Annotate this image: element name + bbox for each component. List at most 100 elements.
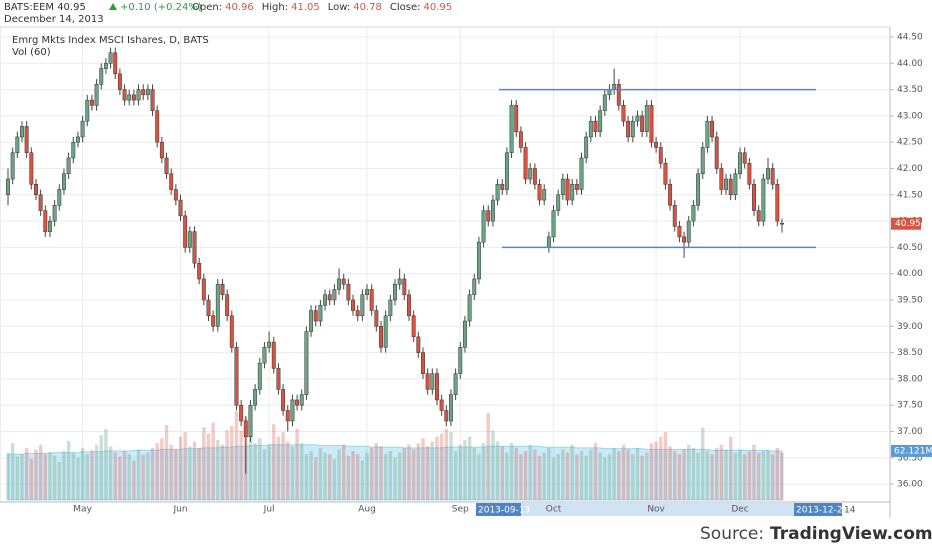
candle-body xyxy=(71,141,76,159)
volume-bar xyxy=(300,443,304,500)
change: +0.10 (+0.24%) xyxy=(120,2,202,13)
price-label: 40.95 xyxy=(895,219,921,229)
candle-body xyxy=(313,310,318,322)
volume-bar xyxy=(76,457,80,500)
volume-bar xyxy=(318,447,323,500)
volume-bar xyxy=(505,452,509,500)
candle-body xyxy=(62,173,66,190)
candle-body xyxy=(458,347,463,374)
candle-body xyxy=(192,231,197,264)
candle-body xyxy=(724,178,728,190)
volume-bar xyxy=(90,450,94,500)
x-tick-label: May xyxy=(73,505,92,515)
volume-bar xyxy=(48,451,52,500)
candle-body xyxy=(411,315,416,338)
candle-body xyxy=(127,94,132,101)
candle-body xyxy=(654,141,659,148)
volume-bar xyxy=(635,447,640,500)
volume-ma-area xyxy=(7,444,783,501)
y-tick-label: 39.00 xyxy=(897,322,923,332)
candle-body xyxy=(108,52,113,64)
volume-bar xyxy=(80,447,85,500)
y-tick-label: 42.00 xyxy=(897,164,923,174)
volume-bar xyxy=(169,444,173,500)
volume-bar xyxy=(206,433,211,500)
volume-bar xyxy=(188,446,192,500)
date: December 14, 2013 xyxy=(4,14,104,25)
volume-bar xyxy=(542,452,546,500)
candle-body xyxy=(388,299,393,317)
y-tick-label: 36.00 xyxy=(897,480,923,490)
volume-bar xyxy=(770,454,775,500)
candle-body xyxy=(206,299,211,317)
candle-body xyxy=(253,389,258,406)
candle-body xyxy=(756,210,761,222)
volume-bar xyxy=(342,444,346,500)
volume-bar xyxy=(290,446,295,500)
candle-body xyxy=(248,404,253,438)
candle-body xyxy=(761,178,766,222)
volume-bar xyxy=(66,440,71,500)
field-value: 41.05 xyxy=(291,2,320,13)
candle-body xyxy=(416,336,421,353)
candle-body xyxy=(532,168,537,185)
volume-bar xyxy=(164,424,169,500)
candle-body xyxy=(714,136,719,169)
volume-bar xyxy=(663,432,668,500)
y-tick-label: 43.50 xyxy=(897,85,923,95)
volume-bar xyxy=(565,452,570,500)
candle-body xyxy=(449,394,453,422)
volume-bar xyxy=(351,451,355,500)
volume-bar xyxy=(62,451,66,500)
y-tick-label: 43.00 xyxy=(897,111,923,121)
volume-title: Vol (60) xyxy=(12,47,51,58)
field-value: 40.95 xyxy=(424,2,453,13)
volume-bar xyxy=(141,454,145,500)
volume-bar xyxy=(659,436,663,500)
field-label: High: xyxy=(262,2,288,13)
candle-body xyxy=(565,178,570,201)
volume-bar xyxy=(388,451,393,500)
candle-body xyxy=(560,178,565,196)
volume-bar xyxy=(631,454,635,500)
volume-bar xyxy=(654,441,658,500)
volume-bar xyxy=(118,456,122,500)
candle-body xyxy=(616,84,621,106)
candle-body xyxy=(52,205,57,222)
volume-bar xyxy=(514,447,518,500)
candle-body xyxy=(486,210,491,222)
candle-body xyxy=(710,120,715,138)
candle-body xyxy=(141,89,146,96)
candle-body xyxy=(243,420,248,438)
volume-bar xyxy=(617,451,621,500)
volume-bar xyxy=(668,446,672,500)
candle-body xyxy=(668,184,673,206)
candle-body xyxy=(514,105,519,132)
volume-bar xyxy=(216,439,220,500)
volume-bar xyxy=(24,447,29,500)
y-tick-label: 38.00 xyxy=(897,374,923,384)
candle-body xyxy=(747,162,752,185)
volume-bar xyxy=(178,436,183,500)
candle-body xyxy=(365,289,369,295)
volume-bar xyxy=(276,436,281,500)
volume-bar xyxy=(20,454,24,500)
candle-body xyxy=(341,278,346,285)
x-tick-label: Nov xyxy=(647,505,665,515)
y-tick-label: 41.50 xyxy=(897,190,923,200)
volume-bar xyxy=(160,438,164,500)
candle-body xyxy=(183,215,188,248)
crosshair-label: 14 xyxy=(844,506,856,516)
candle-body xyxy=(103,63,108,69)
volume-bar xyxy=(174,449,178,500)
candle-body xyxy=(635,115,640,122)
candle-body xyxy=(472,278,477,295)
candle-body xyxy=(686,220,691,243)
volume-bar xyxy=(598,452,602,500)
volume-bar xyxy=(766,449,770,500)
volume-bar xyxy=(183,432,187,500)
volume-bar xyxy=(673,451,677,500)
candle-body xyxy=(136,89,141,101)
volume-bar xyxy=(337,449,341,500)
candle-body xyxy=(327,294,332,301)
